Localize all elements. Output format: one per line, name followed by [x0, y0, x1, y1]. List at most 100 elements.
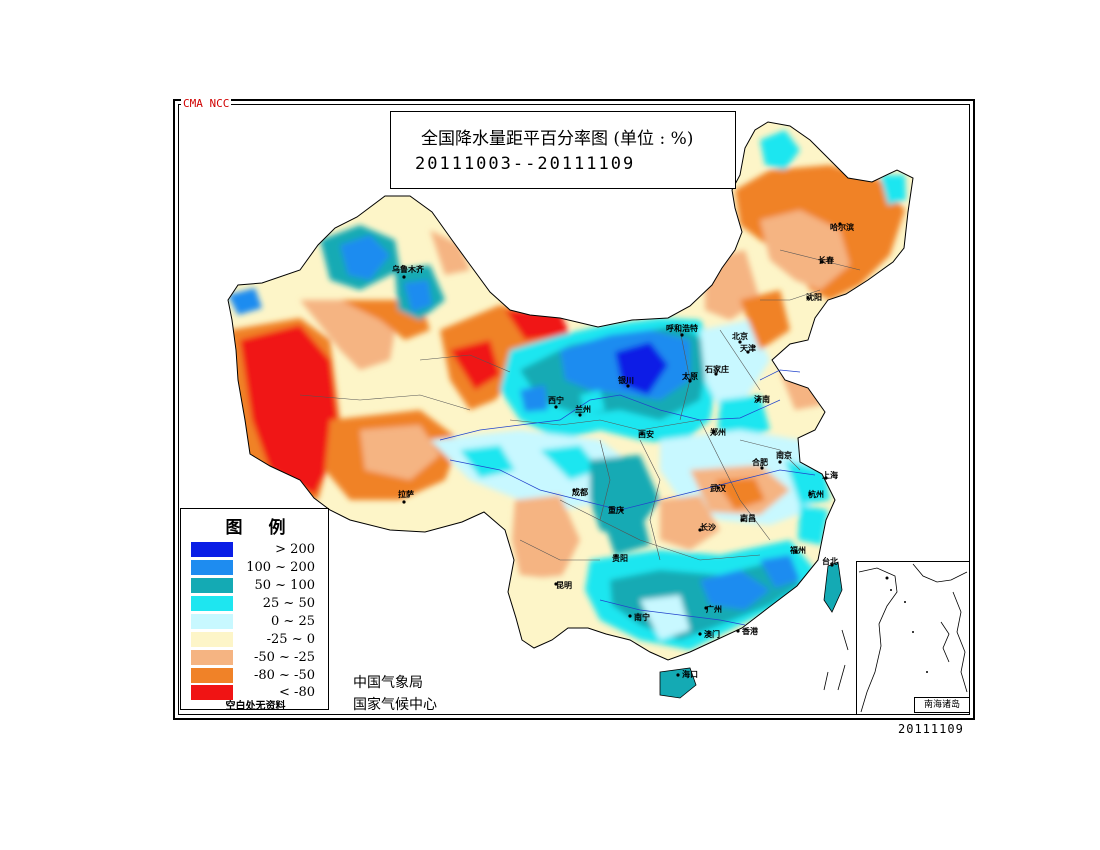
city-label: 昆明	[556, 580, 572, 590]
city-label: 杭州	[808, 489, 824, 499]
legend-range: 50 ~ 100	[254, 578, 315, 593]
city-label: 南京	[776, 450, 792, 460]
legend-range: < -80	[279, 685, 315, 700]
legend-row: < -80	[191, 685, 325, 701]
title-box: 全国降水量距平百分率图 (单位 : %) 20111003--20111109	[390, 111, 736, 189]
city-guiyang: 贵阳	[612, 553, 628, 563]
city-markers: 乌鲁木齐 拉萨 西宁 兰州 银川 呼和浩特 北京 天津 石家庄 太原 济南 郑州…	[392, 222, 854, 679]
city-xian: 西安	[638, 429, 654, 439]
legend-swatch	[191, 542, 233, 557]
city-label: 南宁	[634, 612, 650, 622]
city-label: 武汉	[710, 483, 727, 493]
city-kunming: 昆明	[554, 580, 572, 590]
city-label: 西宁	[548, 395, 564, 405]
city-nanjing: 南京	[776, 450, 792, 464]
city-label: 重庆	[608, 505, 624, 515]
city-label: 海口	[682, 669, 698, 679]
legend-range: 100 ~ 200	[246, 560, 315, 575]
legend-row: -80 ~ -50	[191, 668, 325, 684]
city-label: 银川	[617, 375, 634, 385]
city-label: 上海	[822, 470, 838, 480]
city-fuzhou: 福州	[789, 545, 806, 555]
legend-title: 图例	[225, 518, 312, 538]
city-hefei: 合肥	[751, 457, 768, 470]
legend-range: -50 ~ -25	[253, 650, 315, 665]
inset-map	[858, 563, 968, 713]
city-jinan: 济南	[754, 394, 770, 404]
legend-range: 25 ~ 50	[262, 596, 315, 611]
city-wuhan: 武汉	[710, 483, 727, 493]
legend-range: > 200	[275, 542, 315, 557]
agency-center: 国家气候中心	[353, 697, 437, 713]
city-beijing: 北京	[732, 331, 748, 344]
legend-swatch	[191, 560, 233, 575]
legend-row: -25 ~ 0	[191, 632, 325, 648]
inset-label: 南海诸岛	[914, 697, 970, 713]
city-label: 成都	[572, 487, 588, 497]
city-label: 北京	[732, 331, 748, 341]
city-lhasa: 拉萨	[398, 489, 414, 504]
city-lanzhou: 兰州	[575, 404, 591, 417]
legend-swatch	[191, 685, 233, 700]
city-shenyang: 沈阳	[806, 292, 822, 302]
coast-fragments	[823, 629, 849, 691]
city-label: 兰州	[575, 404, 591, 414]
legend-row: -50 ~ -25	[191, 650, 325, 666]
rivers	[439, 369, 816, 626]
city-label: 长春	[818, 255, 834, 265]
city-label: 太原	[681, 371, 698, 381]
city-taiyuan: 太原	[681, 371, 698, 383]
city-hangzhou: 杭州	[808, 489, 824, 499]
legend-swatch	[191, 578, 233, 593]
city-label: 乌鲁木齐	[392, 264, 425, 274]
legend-row: 0 ~ 25	[191, 614, 325, 630]
city-label: 哈尔滨	[830, 222, 854, 232]
city-tianjin: 天津	[740, 343, 756, 354]
agency-name: 中国气象局	[353, 675, 423, 691]
city-changchun: 长春	[818, 255, 834, 265]
south-china-sea-inset	[856, 561, 970, 715]
legend: 图例 > 200 100 ~ 200 50 ~ 100 25 ~ 50 0 ~ …	[180, 508, 329, 712]
city-haikou: 海口	[676, 669, 698, 679]
city-urumqi: 乌鲁木齐	[392, 264, 425, 279]
city-label: 西安	[638, 429, 654, 439]
city-xining: 西宁	[548, 395, 564, 409]
city-label: 合肥	[751, 457, 768, 467]
city-label: 郑州	[710, 427, 726, 437]
legend-swatch	[191, 632, 233, 647]
map-period: 20111003--20111109	[415, 154, 636, 174]
city-hongkong: 香港	[736, 626, 759, 636]
city-zhengzhou: 郑州	[710, 427, 726, 437]
city-label: 香港	[741, 626, 759, 636]
legend-note: 空白处无资料	[225, 701, 286, 712]
province-boundaries	[299, 249, 861, 561]
city-changsha: 长沙	[698, 522, 716, 532]
city-macau: 澳门	[698, 629, 720, 639]
city-taipei: 台北	[822, 556, 838, 567]
china-border	[227, 121, 914, 661]
city-yinchuan: 银川	[617, 375, 634, 388]
city-guangzhou: 广州	[704, 604, 722, 614]
legend-swatch	[191, 614, 233, 629]
cma-ncc-watermark: CMA NCC	[181, 97, 232, 110]
city-label: 福州	[789, 545, 806, 555]
city-label: 拉萨	[398, 489, 414, 499]
city-label: 石家庄	[704, 364, 729, 374]
city-label: 济南	[754, 394, 770, 404]
city-hohhot: 呼和浩特	[666, 323, 698, 337]
city-label: 沈阳	[806, 292, 822, 302]
legend-row: 25 ~ 50	[191, 596, 325, 612]
city-shanghai: 上海	[822, 470, 838, 480]
city-label: 天津	[740, 343, 756, 353]
legend-row: > 200	[191, 542, 325, 558]
city-label: 长沙	[700, 522, 716, 532]
legend-row: 100 ~ 200	[191, 560, 325, 576]
legend-range: -80 ~ -50	[253, 668, 315, 683]
date-stamp: 20111109	[898, 722, 964, 736]
city-nanchang: 南昌	[740, 513, 756, 523]
city-label: 贵阳	[612, 553, 628, 563]
city-chongqing: 重庆	[608, 505, 624, 515]
legend-swatch	[191, 668, 233, 683]
city-chengdu: 成都	[572, 487, 588, 497]
